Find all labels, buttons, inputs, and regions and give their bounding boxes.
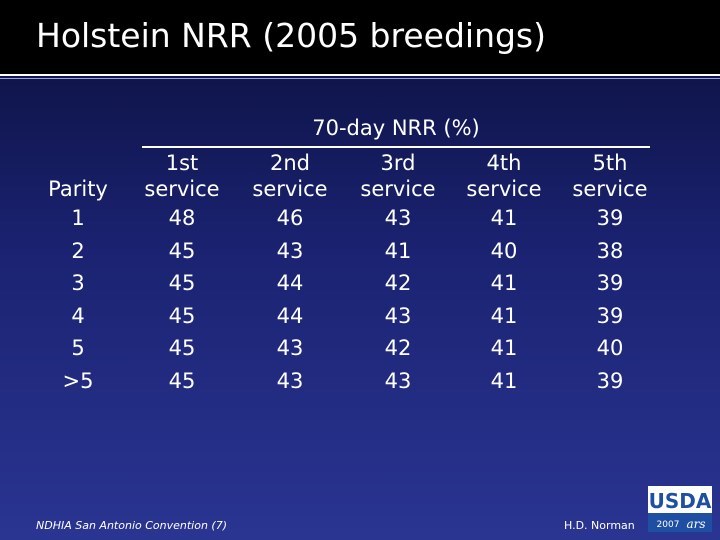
parity-header: Parity <box>48 177 108 201</box>
value-cell: 39 <box>596 369 624 393</box>
value-cell: 44 <box>276 303 304 328</box>
value-cell: 44 <box>276 271 304 296</box>
parity-cell: 2 <box>71 238 85 263</box>
parity-cell: >5 <box>62 369 94 393</box>
value-cell: 41 <box>490 271 518 296</box>
value-cell: 42 <box>384 336 412 361</box>
value-cell: 41 <box>490 206 518 230</box>
value-cell: 43 <box>276 336 304 361</box>
col-header-line1: 2nd <box>269 151 310 175</box>
value-cell: 45 <box>168 271 196 296</box>
parity-cell: 5 <box>71 336 85 361</box>
col-header-line1: 4th <box>486 151 522 175</box>
col-header-line2: service <box>252 177 328 201</box>
col-header-line2: service <box>144 177 220 201</box>
value-cell: 39 <box>596 271 624 296</box>
footer-right: H.D. Norman <box>564 519 635 532</box>
group-header-rule <box>142 146 650 148</box>
value-cell: 40 <box>596 336 624 361</box>
col-header-line1: 5th <box>592 151 628 175</box>
value-cell: 43 <box>276 369 304 393</box>
col-header-line2: service <box>360 177 436 201</box>
title-divider <box>0 74 720 76</box>
value-cell: 42 <box>384 271 412 296</box>
col-header-5: 5th service <box>558 150 662 202</box>
parity-cell: 4 <box>71 303 85 328</box>
logo-band <box>648 513 712 532</box>
col-header-line2: service <box>572 177 648 201</box>
logo-year: 2007 <box>657 520 680 530</box>
footer-left: NDHIA San Antonio Convention (7) <box>36 519 228 532</box>
value-cell: 45 <box>168 369 196 393</box>
value-cell: 45 <box>168 238 196 263</box>
slide-title: Holstein NRR (2005 breedings) <box>36 16 547 55</box>
col-header-2: 2nd service <box>238 150 342 202</box>
col-header-3: 3rd service <box>346 150 450 202</box>
usda-logo: USDA 2007 ars <box>648 486 712 532</box>
value-cell: 39 <box>596 206 624 230</box>
value-cell: 41 <box>490 336 518 361</box>
title-divider-secondary <box>0 78 720 79</box>
value-cell: 38 <box>596 238 624 263</box>
value-cell: 43 <box>384 303 412 328</box>
col-header-line2: service <box>466 177 542 201</box>
logo-ars-mark-icon: ars <box>686 517 705 531</box>
value-cell: 48 <box>168 206 196 230</box>
value-cell: 41 <box>384 238 412 263</box>
group-header: 70-day NRR (%) <box>312 116 480 140</box>
col-header-4: 4th service <box>452 150 556 202</box>
value-cell: 39 <box>596 303 624 328</box>
nrr-table: 70-day NRR (%) Parity 1st service 2nd se… <box>0 110 720 410</box>
value-cell: 46 <box>276 206 304 230</box>
parity-cell: 1 <box>71 206 85 230</box>
value-cell: 41 <box>490 369 518 393</box>
value-cell: 43 <box>384 369 412 393</box>
value-cell: 43 <box>384 206 412 230</box>
col-header-line1: 1st <box>165 151 199 175</box>
value-cell: 43 <box>276 238 304 263</box>
col-header-line1: 3rd <box>380 151 416 175</box>
col-header-1: 1st service <box>130 150 234 202</box>
value-cell: 45 <box>168 336 196 361</box>
logo-text: USDA <box>649 489 712 513</box>
value-cell: 41 <box>490 303 518 328</box>
value-cell: 45 <box>168 303 196 328</box>
parity-cell: 3 <box>71 271 85 296</box>
value-cell: 40 <box>490 238 518 263</box>
title-bar <box>0 0 720 74</box>
